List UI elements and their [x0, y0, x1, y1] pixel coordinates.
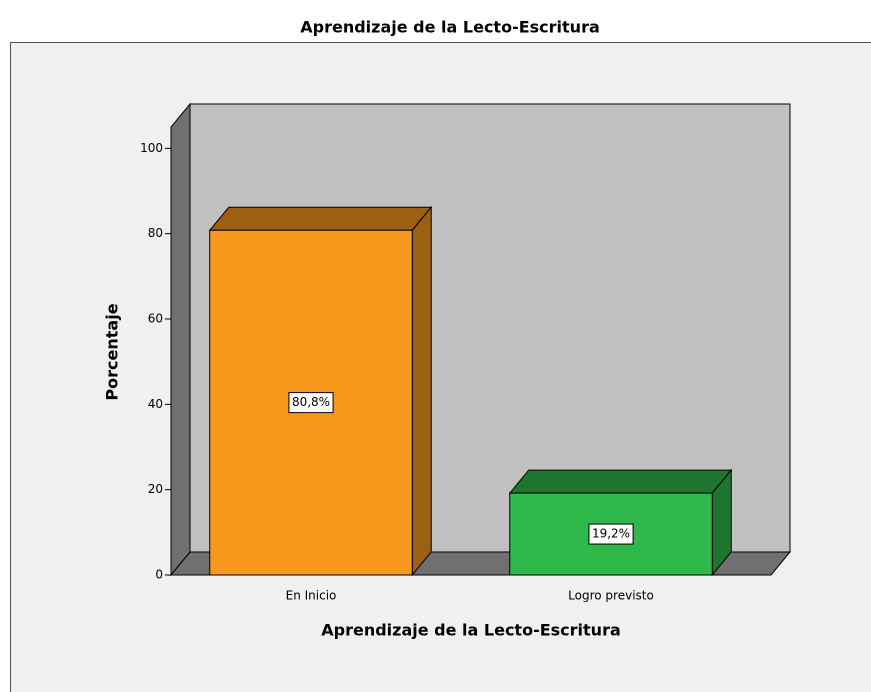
value-label-box — [588, 523, 634, 545]
side-wall — [170, 102, 191, 577]
bar-side — [411, 205, 432, 577]
chart-frame — [10, 42, 871, 692]
y-tick-label: 40 — [148, 397, 163, 411]
y-tick-label: 80 — [148, 226, 163, 240]
y-tick-label: 60 — [148, 312, 163, 326]
y-tick-label: 0 — [155, 568, 163, 582]
value-label: 19,2% — [592, 527, 630, 541]
value-label: 80,8% — [292, 395, 330, 409]
x-axis-title: Aprendizaje de la Lecto-Escritura — [321, 621, 621, 640]
x-tick-label: En Inicio — [286, 589, 337, 603]
y-tick-label: 100 — [140, 141, 163, 155]
y-axis-title: Porcentaje — [103, 303, 122, 400]
bar-top — [208, 206, 433, 231]
x-tick-label: Logro previsto — [568, 589, 654, 603]
y-tick-label: 20 — [148, 482, 163, 496]
value-label-box — [288, 392, 334, 414]
chart-title: Aprendizaje de la Lecto-Escritura — [300, 18, 600, 37]
bar-top — [508, 469, 733, 494]
bar — [509, 492, 713, 576]
